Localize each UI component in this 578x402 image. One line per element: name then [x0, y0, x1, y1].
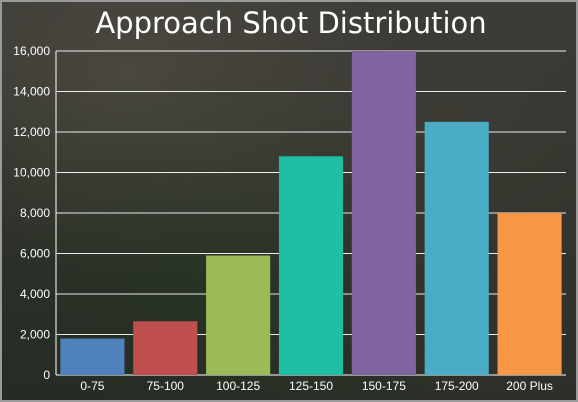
y-tick-label: 6,000 — [20, 247, 50, 261]
x-tick-label: 0-75 — [80, 379, 104, 393]
y-tick-label: 10,000 — [13, 166, 50, 180]
bar[interactable] — [497, 213, 562, 375]
y-tick-label: 14,000 — [13, 85, 50, 99]
y-tick-label: 4,000 — [20, 287, 50, 301]
x-tick-label: 200 Plus — [506, 379, 553, 393]
y-tick-label: 16,000 — [13, 44, 50, 58]
bar[interactable] — [351, 51, 416, 375]
y-tick-label: 8,000 — [20, 206, 50, 220]
x-tick-label: 150-175 — [362, 379, 406, 393]
chart-title: Approach Shot Distribution — [95, 6, 487, 40]
bar[interactable] — [206, 255, 271, 375]
x-tick-label: 175-200 — [435, 379, 479, 393]
bar[interactable] — [60, 338, 125, 375]
bar[interactable] — [133, 321, 198, 375]
x-tick-label: 100-125 — [216, 379, 260, 393]
x-tick-label: 75-100 — [147, 379, 185, 393]
y-tick-label: 2,000 — [20, 328, 50, 342]
x-tick-label: 125-150 — [289, 379, 333, 393]
y-tick-label: 0 — [43, 368, 50, 382]
y-tick-label: 12,000 — [13, 125, 50, 139]
bar[interactable] — [278, 156, 344, 375]
bar[interactable] — [424, 121, 489, 375]
